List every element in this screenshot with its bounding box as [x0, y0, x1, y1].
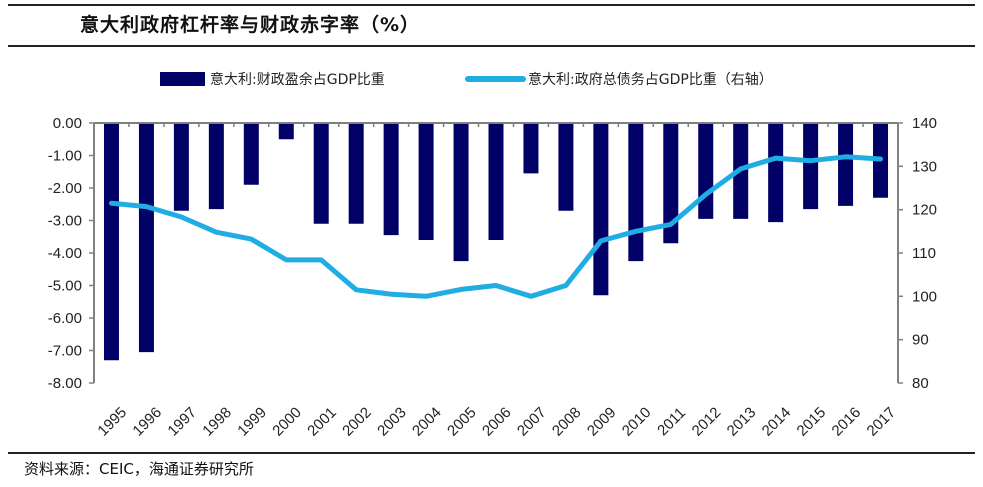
bar: [803, 123, 819, 210]
bar: [348, 123, 364, 224]
x-tick-label: 2010: [619, 404, 655, 440]
left-tick-label: -2.00: [48, 180, 82, 197]
bar: [278, 123, 294, 140]
bar: [383, 123, 399, 236]
left-tick-label: -7.00: [48, 343, 82, 360]
x-tick-label: 2000: [269, 404, 305, 440]
x-tick-label: 2002: [339, 404, 375, 440]
bar: [768, 123, 784, 223]
left-tick-label: 0.00: [53, 115, 82, 132]
x-tick-label: 1997: [164, 404, 200, 440]
bar-series: [103, 123, 889, 361]
axes: [89, 122, 903, 384]
x-tick-label: 2004: [409, 404, 445, 440]
x-tick-label: 2006: [479, 404, 515, 440]
bar: [523, 123, 539, 174]
x-tick-label: 2017: [864, 404, 900, 440]
bar: [173, 123, 189, 211]
legend-swatch-bar: [160, 72, 205, 86]
legend-label-line: 意大利:政府总债务占GDP比重（右轴）: [528, 71, 773, 88]
legend-label-bar: 意大利:财政盈余占GDP比重: [210, 71, 385, 88]
legend: 意大利:财政盈余占GDP比重 意大利:政府总债务占GDP比重（右轴）: [160, 71, 773, 88]
bar: [103, 123, 119, 361]
x-tick-label: 2003: [374, 404, 410, 440]
bar: [558, 123, 574, 211]
x-tick-label: 1995: [94, 404, 130, 440]
bar: [453, 123, 469, 262]
bar: [138, 123, 154, 353]
bar: [698, 123, 714, 219]
line-series-debt: [109, 154, 883, 299]
right-tick-label: 80: [912, 375, 929, 392]
x-tick-label: 2016: [829, 404, 865, 440]
bar: [628, 123, 644, 262]
x-tick-label: 1999: [234, 404, 270, 440]
x-axis-labels: 1995 1996 1997 1998 1999 2000 2001 2002 2003 2004…: [94, 404, 899, 440]
footer-rule: [8, 452, 975, 454]
bar: [838, 123, 854, 206]
left-tick-label: -4.00: [48, 245, 82, 262]
bar: [313, 123, 329, 224]
x-tick-label: 1996: [129, 404, 165, 440]
bar: [488, 123, 504, 240]
x-tick-label: 2008: [549, 404, 585, 440]
right-axis-labels: 140 130 120 110 100 90 80: [912, 115, 937, 392]
right-tick-label: 130: [912, 158, 937, 175]
right-tick-label: 110: [912, 245, 936, 262]
x-tick-label: 2011: [654, 404, 689, 439]
x-tick-label: 2015: [794, 404, 830, 440]
x-tick-label: 2014: [759, 404, 795, 440]
left-tick-label: -6.00: [48, 310, 82, 327]
left-tick-label: -5.00: [48, 278, 82, 295]
right-tick-label: 100: [912, 288, 937, 305]
left-tick-label: -3.00: [48, 213, 82, 230]
chart-title: 意大利政府杠杆率与财政赤字率（%）: [80, 14, 421, 36]
chart: 意大利:财政盈余占GDP比重 意大利:政府总债务占GDP比重（右轴） 0.00 -…: [48, 71, 937, 440]
x-tick-label: 2005: [444, 404, 480, 440]
bar: [243, 123, 259, 185]
x-tick-label: 2013: [724, 404, 760, 440]
left-tick-label: -1.00: [48, 148, 82, 165]
left-tick-label: -8.00: [48, 375, 82, 392]
source-note: 资料来源：CEIC，海通证券研究所: [24, 460, 254, 478]
bar: [418, 123, 434, 240]
bar: [208, 123, 224, 210]
title-rule: [8, 45, 975, 47]
bar: [663, 123, 679, 244]
bar: [593, 123, 609, 296]
top-rule: [8, 4, 975, 6]
right-tick-label: 140: [912, 115, 937, 132]
right-tick-label: 90: [912, 332, 929, 349]
x-tick-label: 1998: [199, 404, 235, 440]
x-tick-label: 2009: [584, 404, 620, 440]
x-tick-label: 2012: [689, 404, 725, 440]
left-axis-labels: 0.00 -1.00 -2.00 -3.00 -4.00 -5.00 -6.00 -7.00 -…: [48, 115, 82, 392]
right-tick-label: 120: [912, 202, 937, 219]
x-tick-label: 2007: [514, 404, 550, 440]
x-tick-label: 2001: [304, 404, 340, 440]
